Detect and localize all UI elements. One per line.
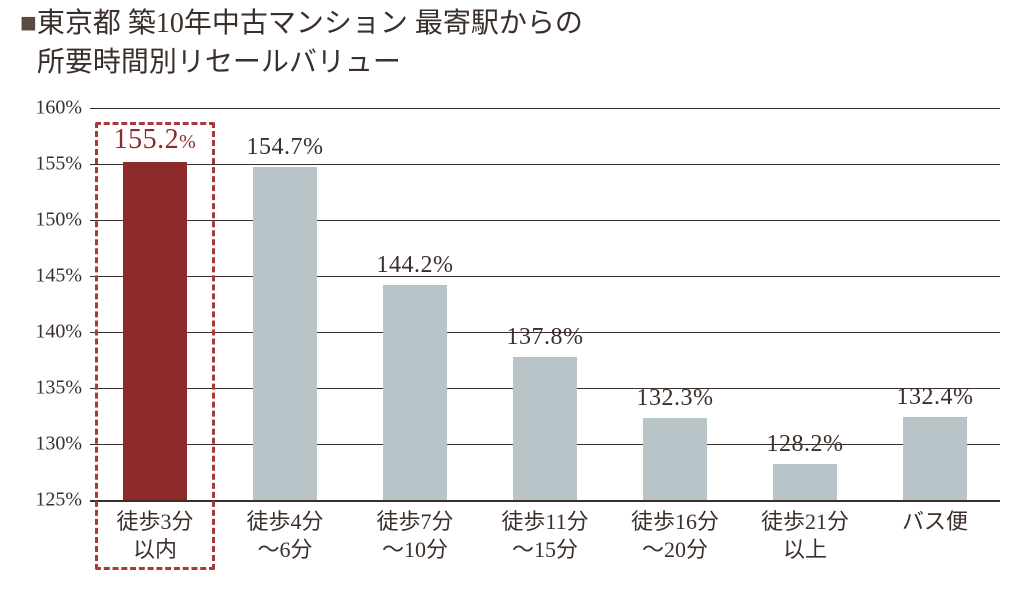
gridline <box>90 220 1000 221</box>
x-axis-label: 徒歩3分以内 <box>90 508 220 563</box>
x-axis-label: 徒歩16分～20分 <box>610 508 740 563</box>
x-axis-label: 徒歩21分以上 <box>740 508 870 563</box>
gridline <box>90 164 1000 165</box>
y-axis-label: 145% <box>20 265 82 288</box>
y-axis-label: 130% <box>20 433 82 456</box>
bar-value-label: 137.8% <box>480 324 610 351</box>
bar-chart: 125%130%135%140%145%150%155%160%155.2%徒歩… <box>20 108 1000 570</box>
bar-value-label: 144.2% <box>350 252 480 279</box>
y-axis-label: 160% <box>20 97 82 120</box>
gridline <box>90 276 1000 277</box>
bar <box>643 418 707 500</box>
bar <box>773 464 837 500</box>
x-axis-label: 徒歩7分～10分 <box>350 508 480 563</box>
bar <box>123 162 187 500</box>
bar <box>253 167 317 500</box>
x-axis-label: 徒歩11分～15分 <box>480 508 610 563</box>
plot-area: 125%130%135%140%145%150%155%160%155.2%徒歩… <box>90 108 1000 500</box>
y-axis-label: 150% <box>20 209 82 232</box>
gridline <box>90 500 1000 502</box>
title-square-icon: ■ <box>20 4 37 43</box>
x-axis-label: バス便 <box>870 508 1000 536</box>
chart-title: ■東京都 築10年中古マンション 最寄駅からの ■所要時間別リセールバリュー <box>20 4 583 82</box>
y-axis-label: 125% <box>20 489 82 512</box>
y-axis-label: 155% <box>20 153 82 176</box>
x-axis-label: 徒歩4分～6分 <box>220 508 350 563</box>
bar-value-label: 154.7% <box>220 134 350 161</box>
y-axis-label: 140% <box>20 321 82 344</box>
bar-value-label: 155.2% <box>90 124 220 156</box>
title-line1: 東京都 築10年中古マンション 最寄駅からの <box>37 8 583 39</box>
bar <box>513 357 577 500</box>
bar <box>383 285 447 500</box>
bar <box>903 417 967 500</box>
bar-value-label: 132.4% <box>870 384 1000 411</box>
gridline <box>90 108 1000 109</box>
title-line2: 所要時間別リセールバリュー <box>37 47 401 78</box>
bar-value-label: 132.3% <box>610 385 740 412</box>
y-axis-label: 135% <box>20 377 82 400</box>
bar-value-label: 128.2% <box>740 431 870 458</box>
